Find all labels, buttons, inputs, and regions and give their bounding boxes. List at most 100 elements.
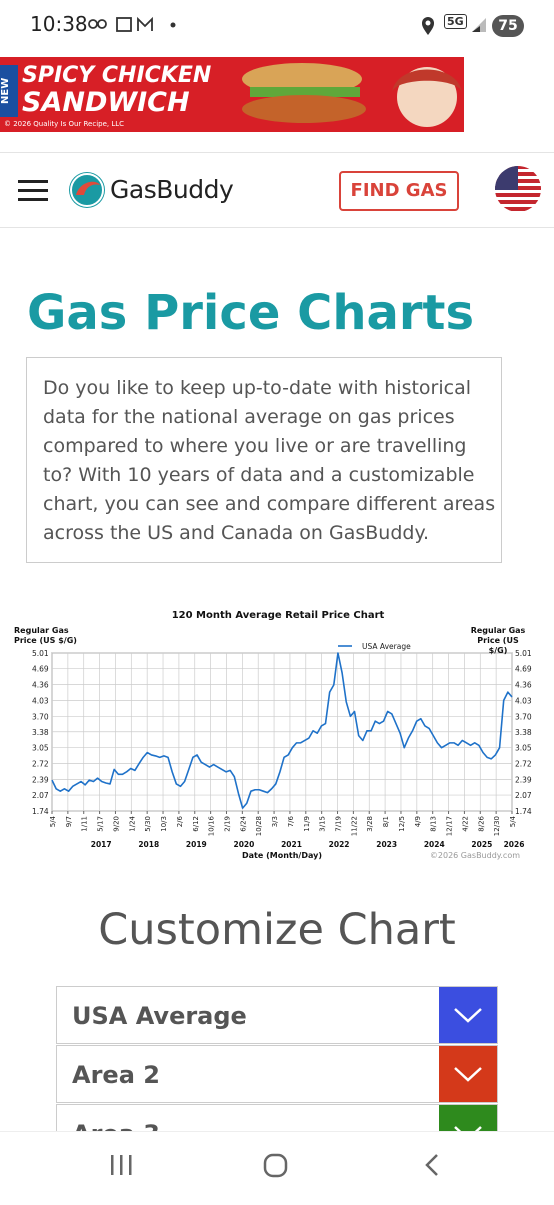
x-tick-label: 9/20 bbox=[112, 816, 120, 832]
year-label: 2018 bbox=[138, 840, 159, 849]
home-button[interactable] bbox=[263, 1153, 288, 1178]
x-tick-label: 10/28 bbox=[255, 816, 263, 836]
x-tick-label: 12/17 bbox=[446, 816, 454, 836]
y-tick-label: 3.38 bbox=[32, 728, 49, 737]
y-axis-title: Regular Gas Price (US $/G) bbox=[14, 626, 77, 645]
year-label: 2026 bbox=[504, 840, 525, 849]
x-tick-label: 5/17 bbox=[97, 816, 105, 832]
year-label: 2020 bbox=[233, 840, 254, 849]
y2-tick-label: 2.39 bbox=[515, 776, 532, 785]
x-tick-label: 2/19 bbox=[223, 816, 231, 832]
x-tick-label: 10/16 bbox=[208, 815, 216, 836]
ad-headline: SANDWICH bbox=[22, 87, 190, 118]
y2-tick-label: 1.74 bbox=[515, 807, 532, 816]
country-flag[interactable] bbox=[494, 165, 544, 215]
x-tick-label: 4/22 bbox=[461, 816, 469, 832]
x-axis-title: Date (Month/Day) bbox=[242, 851, 322, 860]
battery: 75 bbox=[492, 15, 524, 37]
x-tick-label: 10/3 bbox=[160, 816, 168, 832]
x-tick-label: 8/13 bbox=[430, 816, 438, 832]
x-tick-label: 5/4 bbox=[49, 815, 57, 827]
nav-icons bbox=[111, 1153, 438, 1178]
y2-axis-title: Regular Gas Price (US $/G) bbox=[470, 626, 526, 655]
y-tick-label: 4.03 bbox=[32, 696, 49, 705]
year-label: 2025 bbox=[471, 840, 492, 849]
y-tick-label: 4.36 bbox=[32, 680, 49, 689]
year-label: 2023 bbox=[376, 840, 397, 849]
y-tick-label: 1.74 bbox=[32, 807, 49, 816]
y-tick-label: 3.70 bbox=[32, 712, 49, 721]
y2-tick-label: 4.69 bbox=[515, 664, 532, 673]
find-gas-button[interactable]: FIND GAS bbox=[339, 171, 459, 211]
customize-title: Customize Chart bbox=[98, 905, 456, 955]
y2-tick-label: 3.70 bbox=[515, 712, 532, 721]
price-chart: 120 Month Average Retail Price Chart Dat… bbox=[0, 605, 554, 870]
x-tick-label: 7/6 bbox=[287, 815, 295, 827]
year-label: 2017 bbox=[91, 840, 112, 849]
x-tick-label: 2/6 bbox=[176, 815, 184, 827]
status-bar: 10:38 5G 75 bbox=[0, 0, 554, 50]
y2-tick-label: 4.03 bbox=[515, 696, 532, 705]
area-dropdown[interactable]: Area 2 bbox=[56, 1045, 498, 1103]
x-tick-label: 3/28 bbox=[366, 816, 374, 832]
year-label: 2022 bbox=[329, 840, 350, 849]
brand-name[interactable]: GasBuddy bbox=[110, 175, 234, 204]
x-tick-label: 5/30 bbox=[144, 816, 152, 832]
ad-footer: © 2026 Quality Is Our Recipe, LLC bbox=[4, 120, 125, 128]
x-tick-label: 6/12 bbox=[192, 816, 200, 832]
dropdown-arrow[interactable] bbox=[439, 987, 497, 1043]
x-tick-label: 1/11 bbox=[81, 816, 89, 832]
y-tick-label: 5.01 bbox=[32, 649, 49, 658]
site-header: GasBuddy FIND GAS bbox=[0, 152, 554, 228]
x-tick-label: 9/7 bbox=[65, 816, 73, 827]
chart-title: 120 Month Average Retail Price Chart bbox=[172, 610, 385, 621]
y-tick-label: 2.07 bbox=[32, 791, 49, 800]
x-tick-label: 3/3 bbox=[271, 816, 279, 827]
dropdown-label: Area 2 bbox=[72, 1061, 160, 1089]
signal-icon bbox=[472, 18, 486, 32]
x-tick-label: 8/26 bbox=[477, 815, 485, 831]
y-tick-label: 2.39 bbox=[32, 776, 49, 785]
page-title: Gas Price Charts bbox=[27, 285, 475, 341]
y2-tick-label: 5.01 bbox=[515, 649, 532, 658]
x-tick-label: 4/9 bbox=[414, 816, 422, 827]
x-tick-label: 3/15 bbox=[319, 816, 327, 832]
y2-tick-label: 4.36 bbox=[515, 680, 532, 689]
ad-badge: NEW bbox=[0, 65, 18, 117]
y-tick-label: 4.69 bbox=[32, 664, 49, 673]
ad-banner[interactable]: NEW SPICY CHICKEN SANDWICH © 2026 Qualit… bbox=[0, 57, 464, 132]
y2-tick-label: 2.72 bbox=[515, 760, 532, 769]
intro-text: Do you like to keep up-to-date with hist… bbox=[26, 357, 502, 563]
logo-icon bbox=[69, 172, 105, 208]
ad-headline: SPICY CHICKEN bbox=[22, 63, 212, 88]
ad-image bbox=[242, 63, 462, 127]
menu-button[interactable] bbox=[18, 180, 48, 202]
x-tick-label: 11/9 bbox=[303, 816, 311, 832]
x-tick-label: 6/24 bbox=[239, 815, 247, 831]
year-label: 2019 bbox=[186, 840, 207, 849]
y2-tick-label: 3.05 bbox=[515, 744, 532, 753]
y-tick-label: 3.05 bbox=[32, 744, 49, 753]
x-tick-label: 12/5 bbox=[398, 816, 406, 832]
area-dropdown[interactable]: USA Average bbox=[56, 986, 498, 1044]
x-tick-label: 5/4 bbox=[509, 815, 517, 827]
status-icons bbox=[88, 16, 176, 32]
dropdown-label: USA Average bbox=[72, 1002, 247, 1030]
price-line bbox=[51, 652, 513, 809]
chart-credit: ©2026 GasBuddy.com bbox=[430, 851, 520, 860]
year-label: 2021 bbox=[281, 840, 302, 849]
legend-label: USA Average bbox=[362, 642, 411, 651]
year-label: 2024 bbox=[424, 840, 445, 849]
y2-tick-label: 2.07 bbox=[515, 791, 532, 800]
nav-bar bbox=[0, 1131, 554, 1201]
back-button[interactable] bbox=[425, 1154, 438, 1176]
location-icon bbox=[422, 17, 434, 35]
x-tick-label: 7/19 bbox=[335, 816, 343, 832]
x-tick-label: 12/30 bbox=[493, 816, 501, 836]
dropdown-arrow[interactable] bbox=[439, 1046, 497, 1102]
y2-tick-label: 3.38 bbox=[515, 728, 532, 737]
clock: 10:38 bbox=[30, 12, 88, 36]
recents-button[interactable] bbox=[111, 1155, 132, 1175]
x-tick-label: 11/22 bbox=[350, 816, 358, 836]
